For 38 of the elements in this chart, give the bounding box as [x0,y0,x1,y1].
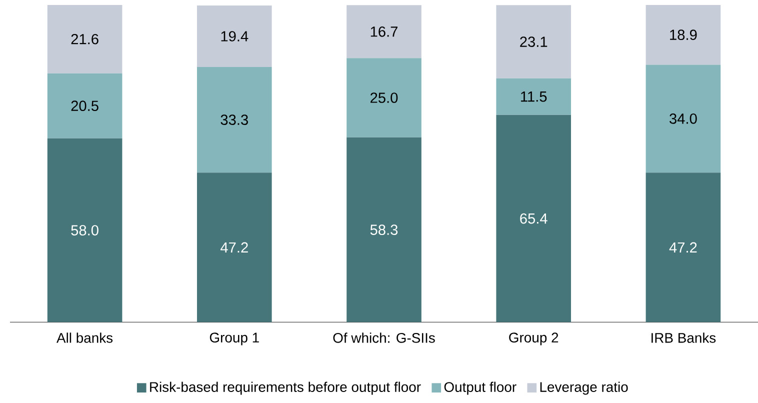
data-label: 58.3 [370,224,398,235]
bar [496,78,572,115]
x-tick-label: IRB Banks [652,332,716,343]
bar [496,5,572,78]
data-label: 47.2 [220,242,248,252]
data-label: 11.5 [521,92,547,102]
data-label: 34.0 [670,114,697,124]
data-label: 65.4 [520,213,548,224]
data-label: 20.5 [71,100,98,112]
bar [646,64,721,173]
bar [346,58,422,138]
data-label: 23.1 [520,36,548,47]
data-label: 33.3 [220,114,248,125]
data-label: 16.7 [370,26,398,37]
data-label: 19.4 [221,31,248,42]
bar [47,73,122,138]
legend-label: Risk-based requirements before output floor [150,382,421,395]
data-label: 21.6 [71,34,98,44]
x-tick-label: Group 2 [509,332,558,346]
data-label: 58.0 [71,225,98,236]
bar [496,114,572,322]
data-label: 18.9 [670,30,697,40]
x-tick-label: Group 1 [210,332,259,346]
data-label: 25.0 [370,92,398,103]
bar [197,172,272,322]
bar [346,5,422,58]
bar [47,4,122,74]
x-tick-label: Of which: G-SIIs [333,332,435,343]
data-label: 47.2 [669,242,697,252]
bar [47,138,122,322]
bar [197,67,272,173]
legend-label: Leverage ratio [540,382,628,395]
x-tick-label: All banks [56,332,113,343]
bar [646,172,721,322]
bar [197,5,272,67]
bar [646,4,721,65]
legend-label: Output floor [444,382,516,395]
bar [346,137,422,322]
